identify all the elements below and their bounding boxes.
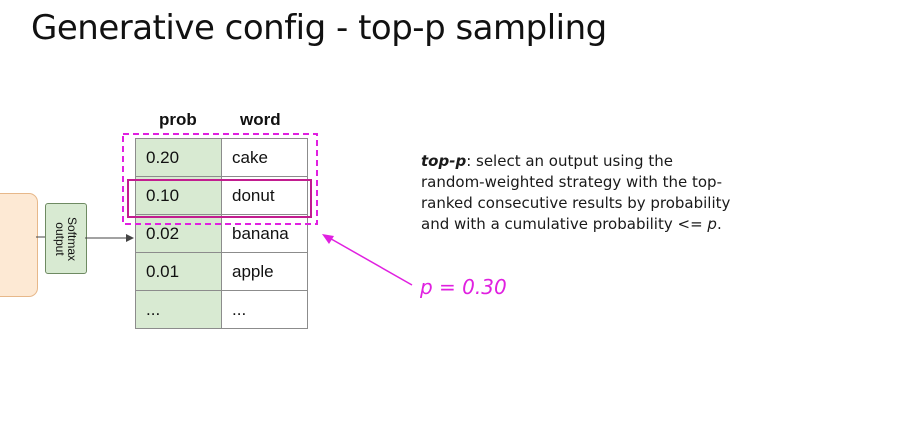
softmax-output-box: Softmax output xyxy=(45,203,87,274)
table-row: ... ... xyxy=(135,290,308,329)
description-end: . xyxy=(716,215,722,233)
table-row: 0.10 donut xyxy=(135,176,308,215)
description-p-symbol: p xyxy=(707,215,717,233)
table-row: 0.02 banana xyxy=(135,214,308,253)
slide-title: Generative config - top-p sampling xyxy=(31,8,607,48)
word-cell: donut xyxy=(221,176,308,215)
selected-row-box xyxy=(127,179,312,218)
prob-cell: 0.20 xyxy=(135,138,222,177)
prob-cell: 0.10 xyxy=(135,176,222,215)
word-cell: apple xyxy=(221,252,308,291)
top-p-term: top-p xyxy=(421,152,467,170)
top-p-dashed-region xyxy=(122,133,318,225)
word-column-header: word xyxy=(240,110,281,129)
prob-column-header: prob xyxy=(159,110,197,129)
description-body: : select an output using the random-weig… xyxy=(421,152,731,233)
model-block xyxy=(0,193,38,297)
prob-cell: 0.02 xyxy=(135,214,222,253)
probability-table: 0.20 cake 0.10 donut 0.02 banana 0.01 ap… xyxy=(135,138,308,329)
table-row: 0.20 cake xyxy=(135,138,308,177)
top-p-description: top-p: select an output using the random… xyxy=(421,151,741,235)
table-row: 0.01 apple xyxy=(135,252,308,291)
p-value-label: p = 0.30 xyxy=(420,275,507,299)
cutoff-arrow xyxy=(325,235,413,286)
prob-cell: ... xyxy=(135,290,222,329)
word-cell: banana xyxy=(221,214,308,253)
word-cell: cake xyxy=(221,138,308,177)
word-cell: ... xyxy=(221,290,308,329)
cutoff-arrow-head xyxy=(322,234,334,244)
